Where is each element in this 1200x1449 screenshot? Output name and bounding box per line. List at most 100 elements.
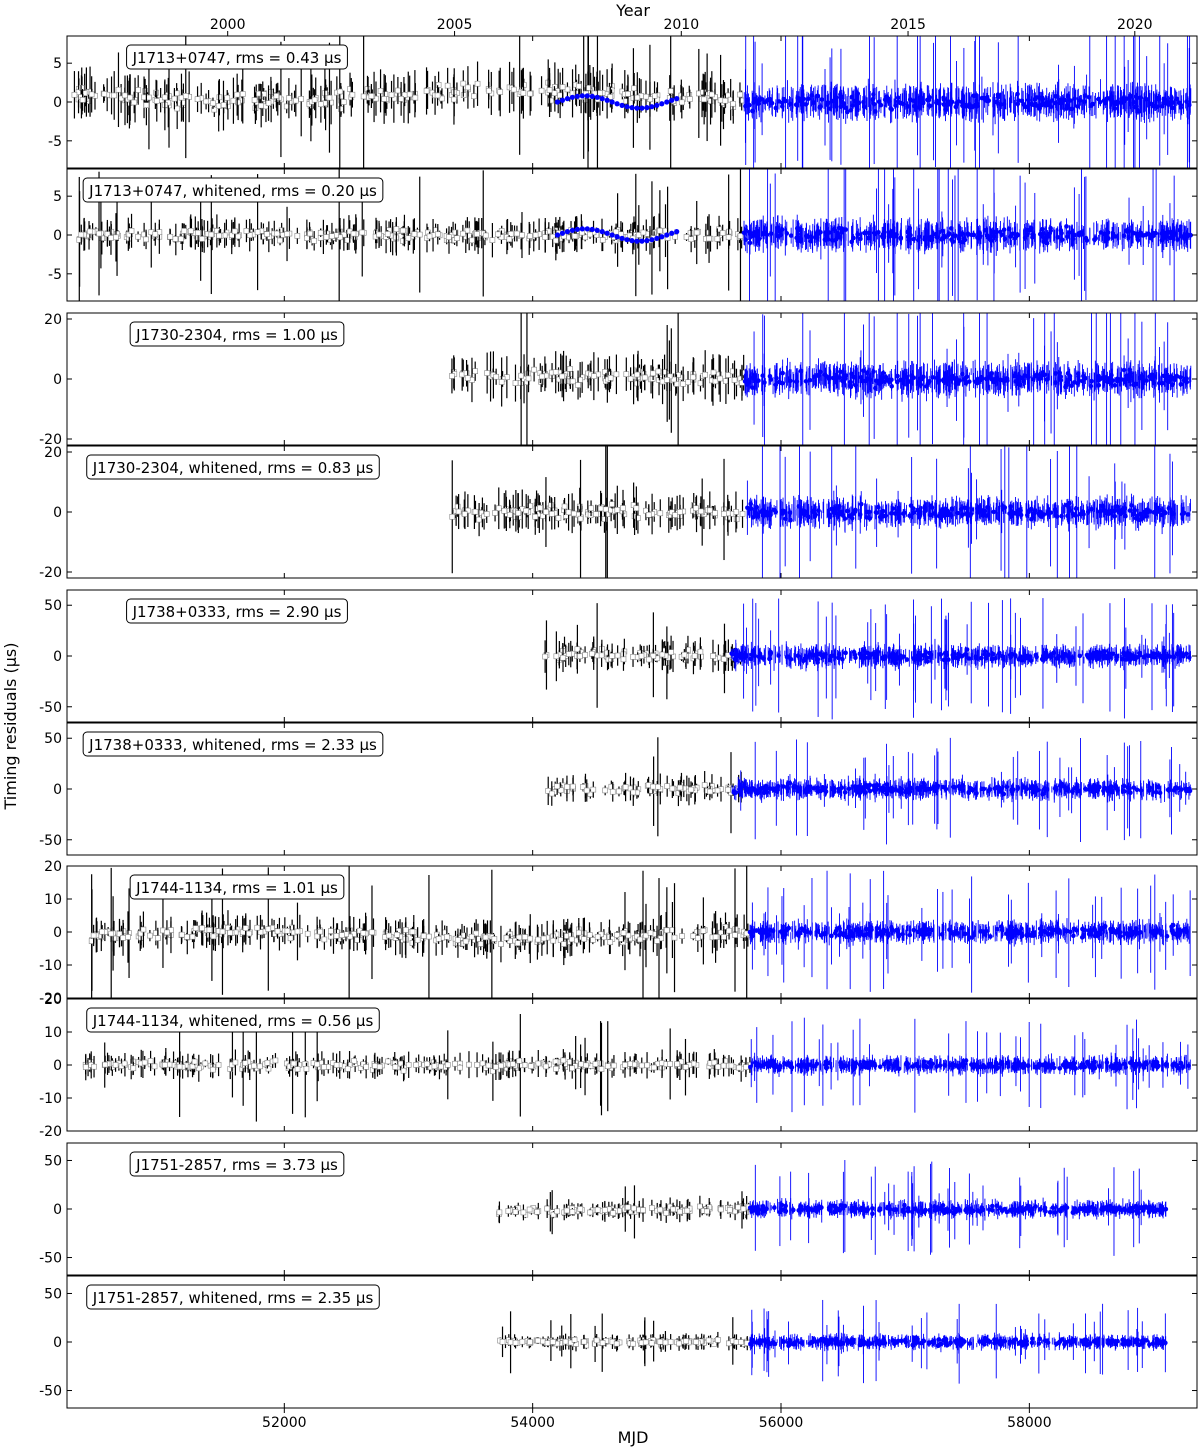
legacy-point: [377, 88, 384, 94]
legacy-point: [181, 228, 188, 234]
legacy-point: [340, 99, 347, 105]
legacy-point: [613, 371, 620, 378]
legacy-point: [220, 102, 227, 108]
new-point: [1001, 101, 1007, 107]
legacy-point: [239, 91, 246, 97]
new-point: [848, 107, 854, 113]
legacy-point: [143, 236, 149, 243]
new-point: [950, 373, 955, 379]
new-point: [900, 377, 905, 383]
new-point: [1080, 378, 1085, 384]
legacy-point: [575, 382, 581, 388]
legacy-point: [416, 231, 423, 238]
new-point: [1019, 98, 1025, 104]
new-point: [967, 102, 972, 108]
panel-j1713p0747: -5 0 5 J1713+0747, rms = 0.43 µs: [48, 35, 1198, 169]
legacy-point: [571, 233, 578, 239]
legacy-point: [645, 511, 652, 518]
legacy-point: [326, 94, 333, 101]
legacy-point: [683, 234, 690, 240]
new-point: [866, 235, 871, 241]
new-point: [599, 96, 605, 102]
new-point: [871, 92, 876, 97]
new-point: [1075, 104, 1080, 109]
new-point: [1161, 96, 1167, 102]
new-point: [1037, 376, 1042, 382]
legacy-point: [349, 91, 356, 98]
legacy-point: [569, 378, 576, 385]
new-point: [831, 98, 836, 104]
legacy-point: [88, 91, 95, 98]
new-point: [1044, 240, 1050, 246]
new-point: [851, 235, 856, 241]
legacy-point: [561, 503, 568, 510]
legacy-point: [446, 234, 452, 240]
new-point: [964, 374, 970, 380]
legacy-point: [71, 91, 78, 98]
legacy-point: [484, 370, 490, 376]
legacy-point: [634, 380, 640, 387]
new-point: [948, 226, 954, 231]
y-tick-label: -5: [48, 267, 62, 283]
new-point: [579, 226, 585, 232]
legacy-point: [131, 99, 137, 106]
new-point: [659, 101, 665, 107]
new-point: [904, 374, 909, 380]
legacy-point: [633, 505, 640, 512]
new-point: [816, 231, 821, 236]
new-point: [569, 227, 575, 233]
panel-label-box: [129, 321, 345, 347]
legacy-point: [707, 98, 714, 104]
legacy-point: [710, 369, 717, 376]
legacy-point: [634, 371, 640, 378]
new-point: [1178, 381, 1184, 387]
legacy-point: [731, 377, 738, 383]
legacy-point: [318, 101, 324, 108]
legacy-point: [101, 91, 108, 97]
legacy-point: [187, 228, 194, 234]
new-point: [1029, 506, 1034, 512]
legacy-point: [224, 94, 231, 101]
legacy-point: [623, 98, 630, 104]
legacy-point: [712, 510, 718, 516]
legacy-point: [384, 231, 391, 237]
new-point: [886, 377, 891, 383]
new-point: [995, 94, 1001, 100]
new-point: [1171, 375, 1177, 381]
legacy-point: [465, 507, 471, 514]
new-point: [1015, 91, 1020, 97]
legacy-point: [641, 374, 648, 381]
new-point: [1037, 231, 1043, 237]
legacy-point: [454, 235, 460, 242]
legacy-point: [555, 515, 562, 521]
legacy-point: [246, 232, 253, 238]
new-point: [1015, 232, 1020, 238]
new-point: [599, 229, 605, 235]
new-point: [817, 105, 822, 110]
new-point: [929, 237, 934, 243]
new-point: [780, 104, 785, 109]
legacy-point: [515, 510, 522, 516]
legacy-point: [531, 366, 537, 373]
new-point: [864, 370, 870, 376]
legacy-point: [552, 369, 559, 376]
new-point: [1090, 101, 1096, 107]
legacy-point: [721, 511, 727, 517]
new-point: [1005, 378, 1010, 383]
new-point: [639, 105, 645, 111]
new-point: [1110, 234, 1116, 239]
legacy-point: [152, 231, 159, 238]
legacy-point: [687, 230, 694, 236]
legacy-point: [172, 236, 179, 242]
legacy-point: [723, 378, 729, 384]
legacy-point: [737, 233, 744, 239]
legacy-point: [527, 90, 533, 97]
legacy-point: [631, 85, 637, 92]
legacy-point: [593, 511, 599, 517]
new-point: [629, 238, 635, 244]
new-point: [953, 104, 959, 110]
new-point: [853, 382, 858, 388]
legacy-point: [717, 375, 724, 382]
legacy-point: [722, 97, 729, 104]
new-point: [747, 102, 752, 108]
